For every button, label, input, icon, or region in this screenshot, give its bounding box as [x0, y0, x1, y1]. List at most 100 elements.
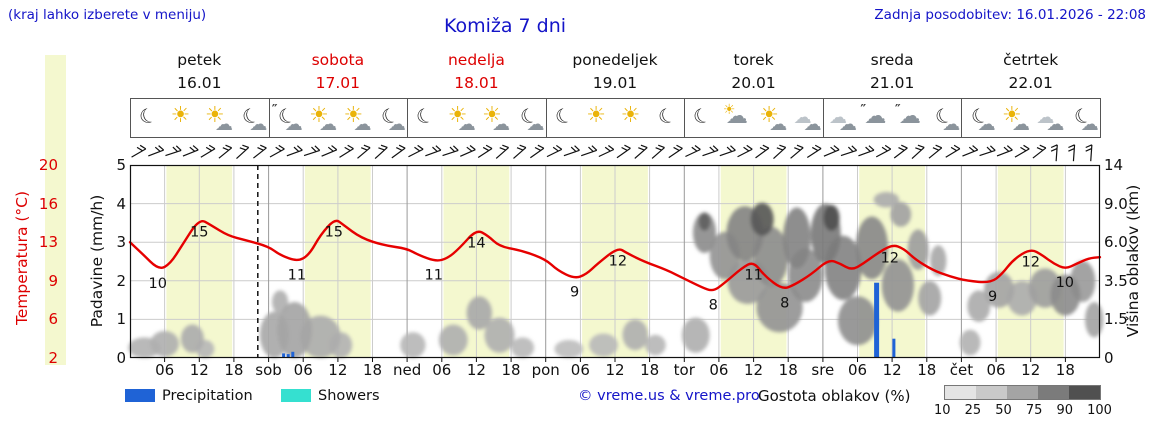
cloud-glyph: ☁ [839, 114, 858, 135]
day-icon-box: ☁ ☁ ☁ ″ ☁ ″ ☾ ☁ [822, 98, 963, 138]
wind-barbs-row [130, 139, 1100, 164]
wind-barb [996, 145, 1013, 157]
weather-icon-moon: ☾ [686, 101, 718, 133]
day-date: 21.01 [869, 74, 915, 92]
cloud-glyph: ☁ [864, 104, 887, 129]
y-tick-cloud: 14 [1104, 156, 1124, 174]
y-tick-temp: 6 [48, 310, 58, 329]
svg-text:12: 12 [609, 254, 627, 270]
y-tick-cloud: 6.0 [1104, 233, 1128, 252]
svg-text:9: 9 [988, 289, 997, 305]
day-name: petek [177, 51, 222, 69]
wind-barb [823, 145, 840, 157]
wind-barb [1014, 144, 1030, 158]
weather-icon-moon-cloud: ☾ ☁ [374, 102, 406, 134]
weather-icon-moon: ☾ [132, 102, 164, 133]
weather-icon-cloud-sun: ☀ ☁ [721, 103, 753, 133]
wind-barb [495, 144, 510, 159]
x-tick: 18 [501, 361, 521, 379]
wind-barb [546, 144, 563, 158]
wind-barb [911, 144, 925, 159]
cloud-glyph: ☁ [1036, 107, 1055, 128]
weather-icon-clouds: ☁ ☁ [1032, 103, 1064, 134]
weather-icon-clouds: ☁ ☁ [825, 103, 858, 135]
day-icon-box: ☾ ☀ ☁ ☀ ☁ ☾ ☁ [407, 98, 547, 138]
x-tick: 12 [328, 361, 348, 379]
x-tick: sre [811, 361, 835, 379]
wind-barb [668, 144, 683, 159]
wind-barb [1050, 144, 1058, 162]
x-tick: 06 [709, 361, 729, 379]
x-tick: ned [393, 361, 422, 379]
density-tick: 10 [934, 403, 951, 418]
y-tick-precip: 3 [116, 233, 126, 252]
weather-icon-cloud-drizzle: ☁ ″ [894, 103, 926, 133]
cloud-density-label: Gostota oblakov (%) [758, 387, 911, 405]
wind-barb [218, 144, 233, 159]
sun-glyph: ☀ [170, 103, 191, 128]
temperature-line [128, 219, 1102, 292]
wind-barb [979, 145, 996, 157]
density-segment [1069, 386, 1100, 399]
y-tick-temp: 2 [48, 349, 58, 367]
copyright-link[interactable]: © vreme.us & vreme.pro [578, 388, 760, 404]
cloud-glyph: ☁ [526, 114, 545, 135]
y-tick-temp: 20 [38, 156, 58, 174]
wind-barb [442, 145, 459, 157]
svg-text:11: 11 [424, 268, 442, 284]
weather-icon-moon-cloud: ☾ ☁ [513, 102, 545, 135]
cloud-glyph: ☁ [1080, 114, 1099, 135]
y-tick-precip: 1 [116, 310, 126, 329]
cloud-glyph: ☁ [942, 114, 961, 135]
x-tick: 06 [432, 361, 452, 379]
weather-icon-sun-cloud: ☀ ☁ [305, 103, 337, 134]
wind-barb [858, 145, 875, 157]
wind-barb [928, 144, 943, 159]
wind-barb [236, 144, 250, 159]
weather-icon-moon: ☾ [651, 102, 683, 133]
wind-barb [200, 144, 216, 158]
x-tick: 12 [605, 361, 625, 379]
wind-barb [425, 145, 442, 157]
showers-legend-label: Showers [318, 388, 380, 404]
wind-barb [303, 145, 321, 157]
day-date: 19.01 [592, 74, 638, 92]
weather-icon-moon-cloud-drizzle: ☾ ☁ ″ [271, 102, 303, 134]
svg-text:12: 12 [881, 250, 899, 266]
wind-barb [357, 144, 371, 159]
showers-legend-swatch [281, 389, 311, 402]
y-tick-cloud: 1.5 [1104, 310, 1128, 329]
y-tick-temp: 16 [38, 194, 58, 213]
density-tick: 100 [1087, 403, 1112, 418]
weather-icon-sun: ☀ [582, 103, 614, 133]
x-tick: sob [255, 361, 282, 379]
wind-barb [790, 144, 804, 159]
cloud-glyph: ☁ [249, 114, 268, 135]
weather-icon-moon-cloud: ☾ ☁ [235, 102, 268, 135]
svg-text:8: 8 [780, 295, 789, 311]
svg-text:14: 14 [467, 235, 485, 251]
sun-glyph: ☀ [1002, 103, 1022, 128]
day-icon-box: ☾ ☀ ☀ ☁ ☾ ☁ [130, 98, 270, 138]
density-tick: 25 [964, 403, 982, 418]
day-name: torek [733, 51, 774, 69]
day-date: 18.01 [454, 74, 499, 92]
svg-text:11: 11 [744, 268, 762, 284]
cloud-glyph: ☁ [214, 114, 233, 135]
svg-text:15: 15 [190, 225, 208, 241]
day-name: ponedeljek [572, 51, 658, 69]
cloud-density-scale [944, 385, 1101, 400]
y-tick-precip: 4 [116, 194, 126, 213]
sun-glyph: ☀ [586, 103, 607, 128]
x-tick: 06 [155, 361, 175, 379]
left-accent-strip [45, 55, 66, 365]
precipitation-legend-swatch [125, 389, 155, 402]
moon-glyph: ☾ [690, 101, 715, 131]
y-tick-cloud: 9.0 [1104, 194, 1128, 213]
x-tick: 18 [640, 361, 660, 379]
y-tick-temp: 13 [38, 233, 58, 252]
sun-glyph: ☀ [722, 102, 736, 118]
x-tick: 06 [847, 361, 868, 379]
wind-barb [253, 144, 267, 159]
wind-barb [581, 145, 598, 157]
